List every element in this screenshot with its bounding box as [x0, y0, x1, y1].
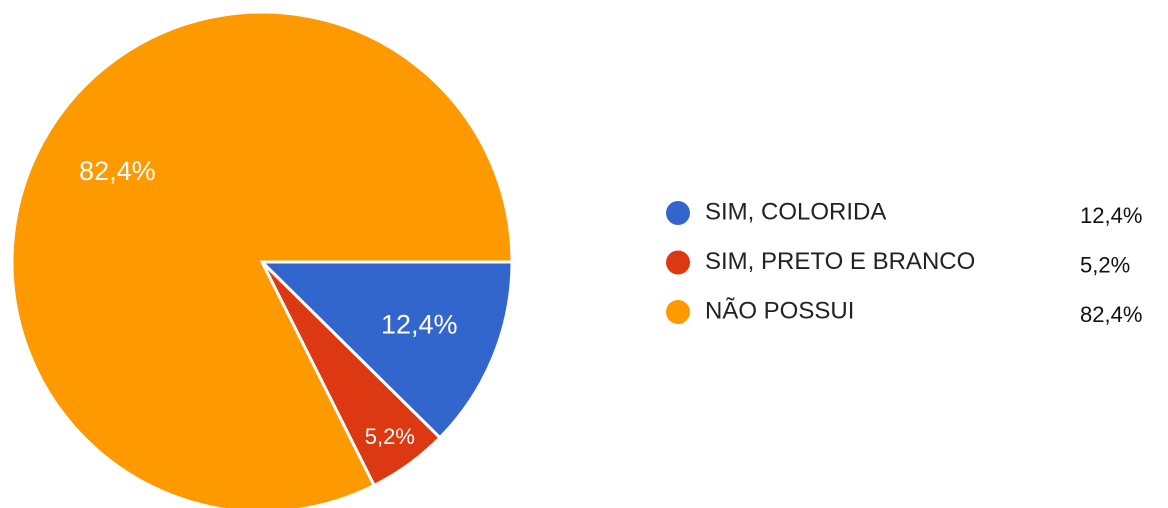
- legend-swatch: [666, 250, 690, 275]
- legend-value: 82,4%: [1080, 302, 1142, 327]
- pie-slice: [258, 260, 514, 440]
- legend-value: 5,2%: [1080, 252, 1130, 277]
- slice-label: 12,4%: [381, 310, 458, 340]
- legend-value: 12,4%: [1080, 203, 1142, 228]
- pie-slice: [10, 10, 514, 508]
- legend-label: SIM, PRETO E BRANCO: [705, 248, 975, 275]
- legend-swatch: [666, 300, 690, 324]
- legend-label: SIM, COLORIDA: [705, 198, 886, 225]
- legend-label: NÃO POSSUI: [705, 297, 854, 324]
- legend-swatch: [666, 201, 690, 225]
- slice-label: 5,2%: [365, 424, 415, 449]
- slice-label: 82,4%: [79, 156, 156, 186]
